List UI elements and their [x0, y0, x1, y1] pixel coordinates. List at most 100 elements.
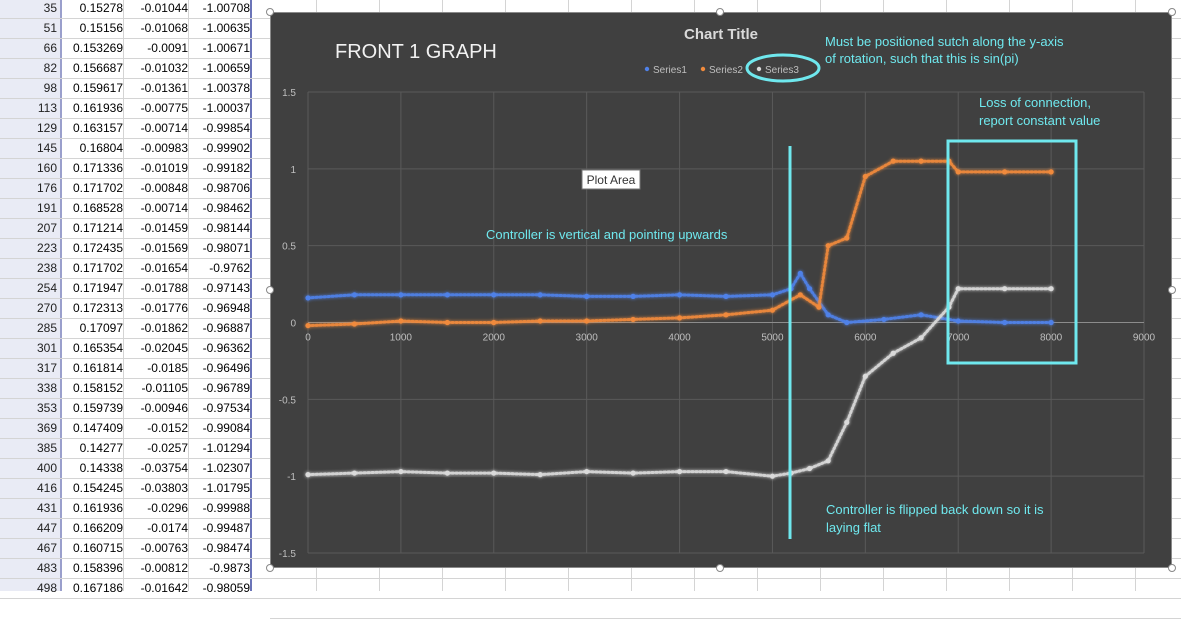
table-cell[interactable]: -0.01776	[140, 301, 188, 315]
table-cell[interactable]: 0.17097	[79, 321, 123, 335]
table-row[interactable]: 160 0.171336 -0.01019 -0.99182	[0, 158, 270, 179]
front-graph-label[interactable]: FRONT 1 GRAPH	[335, 41, 497, 63]
resize-handle-tl[interactable]	[266, 8, 274, 16]
table-cell[interactable]: -0.0185	[147, 361, 188, 375]
table-row[interactable]: 51 0.15156 -0.01068 -1.00635	[0, 18, 270, 39]
table-cell[interactable]: 0.153269	[72, 41, 123, 55]
table-cell[interactable]: -0.99487	[202, 521, 250, 535]
table-cell[interactable]: 0.158396	[72, 561, 123, 575]
table-cell[interactable]: 0.171214	[72, 221, 123, 235]
resize-handle-bl[interactable]	[266, 564, 274, 572]
chart-svg[interactable]: Chart Title FRONT 1 GRAPH Series1 Series2…	[271, 13, 1171, 567]
resize-handle-br[interactable]	[1168, 564, 1176, 572]
table-cell[interactable]: -0.98059	[202, 581, 250, 595]
table-row[interactable]: 400 0.14338 -0.03754 -1.02307	[0, 458, 270, 479]
table-row[interactable]: 467 0.160715 -0.00763 -0.98474	[0, 538, 270, 559]
table-cell[interactable]: -0.01105	[141, 381, 188, 395]
table-row[interactable]: 98 0.159617 -0.01361 -1.00378	[0, 78, 270, 99]
table-row[interactable]: 270 0.172313 -0.01776 -0.96948	[0, 298, 270, 319]
table-cell[interactable]: -1.00037	[202, 101, 250, 115]
chart-object[interactable]: Chart Title FRONT 1 GRAPH Series1 Series2…	[270, 12, 1172, 568]
table-row[interactable]: 238 0.171702 -0.01654 -0.9762	[0, 258, 270, 279]
table-cell[interactable]: -0.98706	[202, 181, 250, 195]
chart-title[interactable]: Chart Title	[684, 26, 758, 43]
table-cell[interactable]: 0.14277	[79, 441, 123, 455]
table-cell[interactable]: -0.96496	[202, 361, 250, 375]
table-cell[interactable]: 0.172313	[72, 301, 123, 315]
resize-handle-b[interactable]	[716, 564, 724, 572]
table-row[interactable]: 285 0.17097 -0.01862 -0.96887	[0, 318, 270, 339]
table-cell[interactable]: 0.171947	[72, 281, 123, 295]
table-row[interactable]: 207 0.171214 -0.01459 -0.98144	[0, 218, 270, 239]
table-row[interactable]: 431 0.161936 -0.0296 -0.99988	[0, 498, 270, 519]
table-row[interactable]: 129 0.163157 -0.00714 -0.99854	[0, 118, 270, 139]
table-row[interactable]: 369 0.147409 -0.0152 -0.99084	[0, 418, 270, 439]
table-cell[interactable]: 0.161936	[72, 101, 123, 115]
table-cell[interactable]: 0.147409	[72, 421, 123, 435]
table-row[interactable]: 416 0.154245 -0.03803 -1.01795	[0, 478, 270, 499]
table-cell[interactable]: -0.01862	[140, 321, 188, 335]
table-row[interactable]: 66 0.153269 -0.0091 -1.00671	[0, 38, 270, 59]
table-cell[interactable]: 0.159617	[72, 81, 123, 95]
table-cell[interactable]: -1.02307	[202, 461, 250, 475]
table-cell[interactable]: 0.16804	[79, 141, 123, 155]
table-cell[interactable]: -0.99988	[202, 501, 250, 515]
table-cell[interactable]: -0.0296	[147, 501, 188, 515]
table-row[interactable]: 191 0.168528 -0.00714 -0.98462	[0, 198, 270, 219]
table-cell[interactable]: 0.171702	[72, 181, 123, 195]
table-cell[interactable]: -0.96362	[202, 341, 250, 355]
table-cell[interactable]: -0.98144	[202, 221, 250, 235]
table-cell[interactable]: -0.00775	[140, 101, 188, 115]
table-cell[interactable]: 0.168528	[72, 201, 123, 215]
table-cell[interactable]: 0.171336	[72, 161, 123, 175]
resize-handle-t[interactable]	[716, 8, 724, 16]
table-row[interactable]: 145 0.16804 -0.00983 -0.99902	[0, 138, 270, 159]
table-row[interactable]: 176 0.171702 -0.00848 -0.98706	[0, 178, 270, 199]
table-row[interactable]: 254 0.171947 -0.01788 -0.97143	[0, 278, 270, 299]
table-cell[interactable]: 0.171702	[72, 261, 123, 275]
table-cell[interactable]: -0.99084	[202, 421, 250, 435]
table-cell[interactable]: 0.156687	[72, 61, 123, 75]
table-cell[interactable]: -0.01642	[140, 581, 188, 595]
table-row[interactable]: 35 0.15278 -0.01044 -1.00708	[0, 0, 270, 19]
table-cell[interactable]: -1.01294	[202, 441, 250, 455]
table-cell[interactable]: -0.00848	[140, 181, 188, 195]
table-cell[interactable]: -0.03754	[140, 461, 188, 475]
table-row[interactable]: 223 0.172435 -0.01569 -0.98071	[0, 238, 270, 259]
table-cell[interactable]: 0.165354	[72, 341, 123, 355]
table-cell[interactable]: -0.98071	[202, 241, 250, 255]
table-cell[interactable]: -0.01044	[140, 1, 188, 15]
table-cell[interactable]: 0.167186	[72, 581, 123, 595]
table-cell[interactable]: -0.96789	[202, 381, 250, 395]
table-row[interactable]: 338 0.158152 -0.01105 -0.96789	[0, 378, 270, 399]
table-cell[interactable]: -0.98462	[202, 201, 250, 215]
table-row[interactable]: 498 0.167186 -0.01642 -0.98059	[0, 578, 270, 599]
table-cell[interactable]: -1.00671	[202, 41, 250, 55]
resize-handle-tr[interactable]	[1168, 8, 1176, 16]
table-row[interactable]: 353 0.159739 -0.00946 -0.97534	[0, 398, 270, 419]
table-cell[interactable]: 0.166209	[72, 521, 123, 535]
table-cell[interactable]: -1.00635	[202, 21, 250, 35]
table-cell[interactable]: -0.9762	[209, 261, 250, 275]
resize-handle-r[interactable]	[1168, 286, 1176, 294]
table-cell[interactable]: 0.160715	[72, 541, 123, 555]
table-cell[interactable]: -1.01795	[202, 481, 250, 495]
table-row[interactable]: 447 0.166209 -0.0174 -0.99487	[0, 518, 270, 539]
table-row[interactable]: 82 0.156687 -0.01032 -1.00659	[0, 58, 270, 79]
table-cell[interactable]: 0.172435	[72, 241, 123, 255]
table-cell[interactable]: -0.00812	[140, 561, 188, 575]
table-cell[interactable]: 0.163157	[72, 121, 123, 135]
table-cell[interactable]: -0.0091	[147, 41, 188, 55]
table-cell[interactable]: -0.0152	[147, 421, 188, 435]
table-cell[interactable]: -0.97143	[202, 281, 250, 295]
table-cell[interactable]: -0.00714	[140, 201, 188, 215]
table-row[interactable]: 317 0.161814 -0.0185 -0.96496	[0, 358, 270, 379]
table-cell[interactable]: -0.9873	[209, 561, 250, 575]
chart-legend[interactable]: Series1 Series2 Series3	[644, 65, 800, 76]
table-cell[interactable]: -0.0257	[147, 441, 188, 455]
resize-handle-l[interactable]	[266, 286, 274, 294]
table-cell[interactable]: -0.01459	[140, 221, 188, 235]
table-cell[interactable]: -0.01654	[140, 261, 188, 275]
table-cell[interactable]: -0.01361	[140, 81, 188, 95]
table-cell[interactable]: 0.14338	[79, 461, 123, 475]
